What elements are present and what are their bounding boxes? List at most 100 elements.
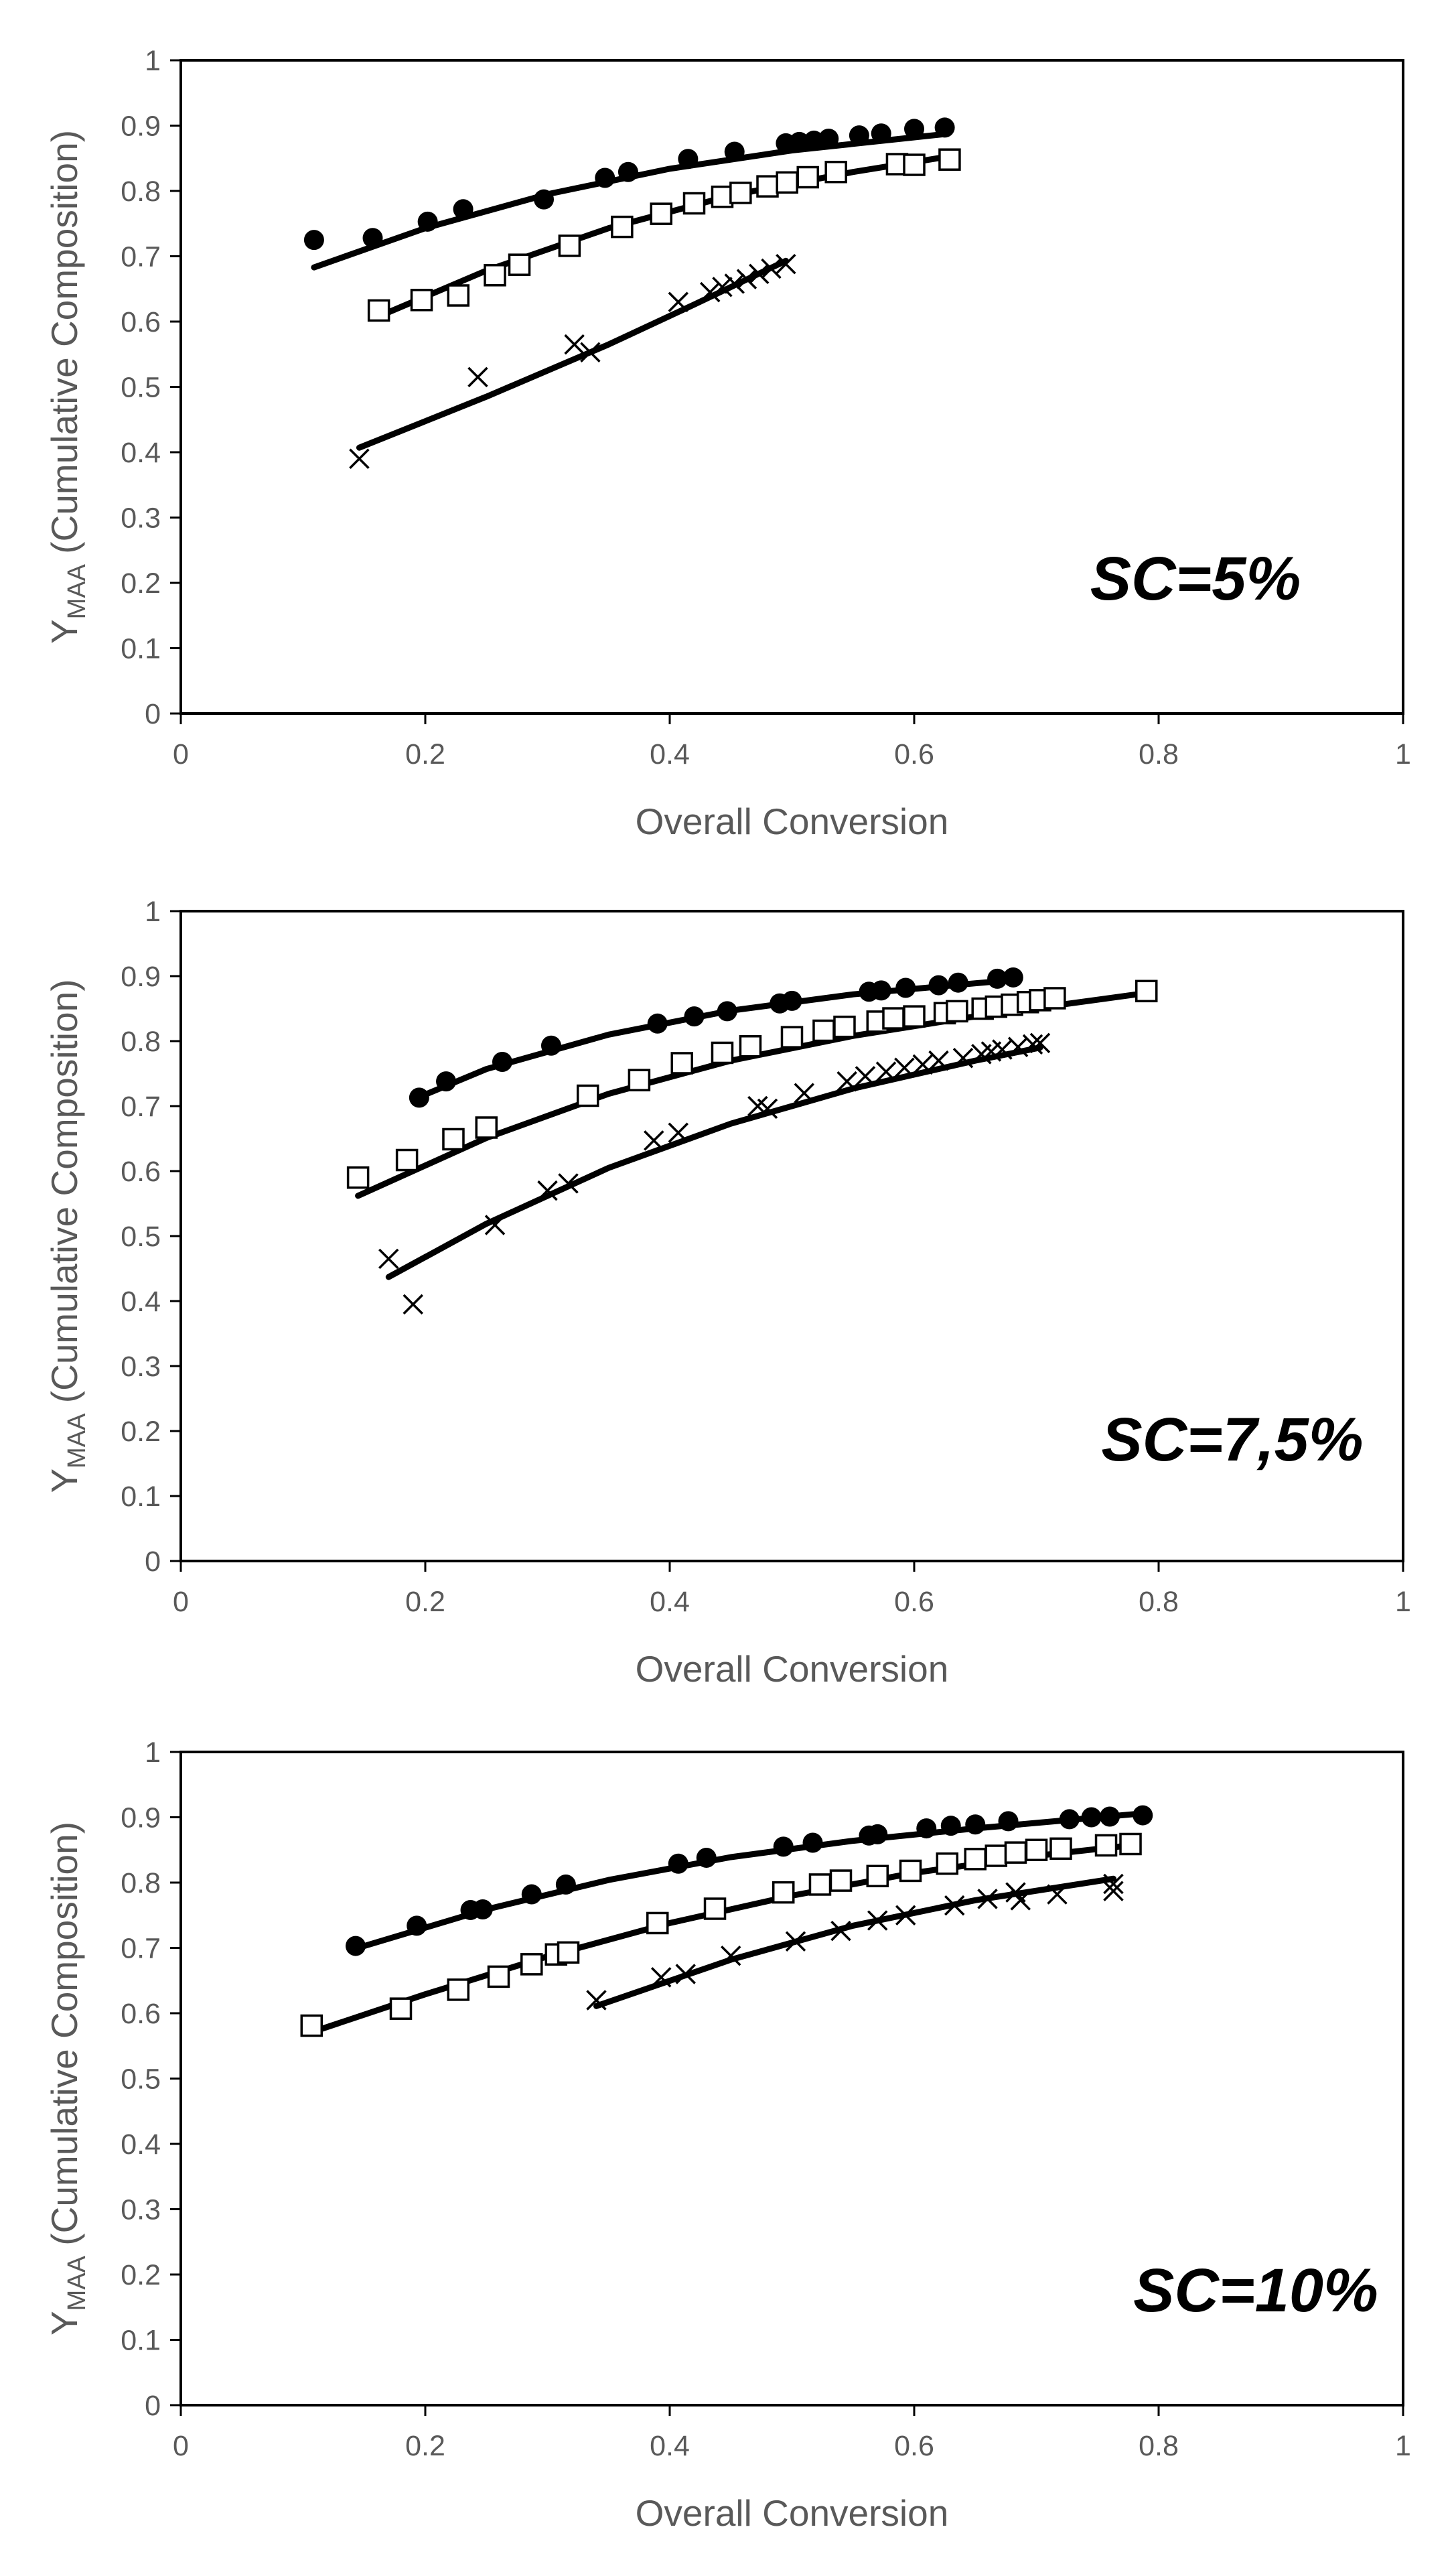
- data-point-square: [711, 1041, 734, 1065]
- data-point-square: [442, 1128, 465, 1151]
- y-tick-label: 0.3: [121, 1351, 161, 1383]
- y-tick-label: 0.8: [121, 176, 161, 208]
- data-point-square: [646, 1911, 669, 1935]
- data-point-square: [829, 1869, 853, 1892]
- x-tick-label: 0.2: [405, 1586, 445, 1618]
- data-point-x: [761, 258, 782, 279]
- x-axis-title: Overall Conversion: [636, 2492, 949, 2534]
- data-point-square: [756, 175, 779, 198]
- data-point-x: [668, 291, 689, 312]
- data-point-x: [1010, 1890, 1031, 1911]
- data-point-circle: [453, 199, 474, 220]
- data-point-x: [721, 1945, 741, 1966]
- data-point-circle: [1133, 1805, 1153, 1826]
- data-point-square: [1004, 1841, 1027, 1864]
- data-point-square: [557, 1941, 580, 1964]
- y-tick-label: 0: [145, 2390, 161, 2422]
- data-point-circle: [1003, 967, 1023, 988]
- data-point-square: [475, 1116, 498, 1139]
- data-point-circle: [965, 1814, 986, 1835]
- data-point-circle: [1059, 1809, 1080, 1830]
- data-point-square: [395, 1148, 419, 1172]
- y-tick-label: 0.4: [121, 437, 161, 469]
- data-point-x: [378, 1248, 399, 1270]
- data-point-square: [780, 1026, 804, 1048]
- data-point-square: [964, 1848, 987, 1871]
- data-point-circle: [871, 980, 891, 1001]
- panel-annotation: SC=7,5%: [1101, 1406, 1363, 1474]
- x-tick-label: 0.6: [894, 738, 934, 770]
- x-tick-label: 0.4: [650, 1586, 690, 1618]
- y-axis-title-rest: (Cumulative Composition): [44, 1822, 85, 2256]
- data-point-circle: [668, 1853, 688, 1874]
- fit-line-series-1: [410, 977, 1017, 1103]
- data-point-x: [724, 273, 745, 294]
- data-point-x: [580, 342, 601, 363]
- y-tick-label: 0.2: [121, 2259, 161, 2291]
- data-point-x: [830, 1920, 851, 1942]
- data-point-circle: [595, 167, 615, 188]
- y-axis-title-subscript: MAA: [63, 563, 91, 619]
- data-point-x: [794, 1083, 814, 1103]
- chart-panel-1: 0 0.1 0.2 0.3 0.4 0.5 0.6 0.7 0.8 0.9 1 0 0.2 0.4 0.6 0…: [44, 45, 1411, 842]
- data-point-x: [785, 1931, 806, 1952]
- data-point-square: [447, 1978, 470, 2001]
- data-point-circle: [987, 968, 1008, 989]
- data-point-square: [772, 1881, 795, 1904]
- fit-line-series-1: [311, 131, 948, 271]
- data-point-circle: [1100, 1806, 1120, 1827]
- x-tick-label: 0: [173, 2430, 189, 2462]
- y-tick-label: 0.4: [121, 1286, 161, 1318]
- data-point-circle: [804, 130, 824, 151]
- data-point-x: [1022, 1034, 1043, 1055]
- data-point-square: [1119, 1832, 1142, 1856]
- data-point-square: [650, 202, 672, 225]
- data-point-x: [712, 277, 733, 297]
- x-tick-label: 0.8: [1139, 2430, 1179, 2462]
- data-point-circle: [773, 1836, 794, 1857]
- data-point-x: [668, 1122, 689, 1144]
- y-tick-label: 0.4: [121, 2128, 161, 2161]
- data-point-square: [903, 1005, 926, 1028]
- x-tick-label: 1: [1395, 2430, 1411, 2462]
- y-axis-title: YMAA (Cumulative Composition): [44, 1822, 91, 2335]
- data-point-circle: [555, 1874, 576, 1895]
- y-tick-label: 0.5: [121, 1221, 161, 1253]
- y-tick-label: 0.3: [121, 2194, 161, 2226]
- y-axis-title-subscript: MAA: [63, 2255, 91, 2311]
- y-tick-label: 0.1: [121, 633, 161, 665]
- fit-line-series-1: [352, 1810, 1146, 1952]
- data-point-square: [1043, 987, 1066, 1010]
- data-point-circle: [940, 1816, 961, 1836]
- data-point-circle: [998, 1811, 1019, 1832]
- data-point-circle: [436, 1071, 457, 1092]
- data-point-square: [1094, 1834, 1118, 1857]
- plot-area-frame: [179, 59, 1404, 715]
- x-tick-label: 0.6: [894, 1586, 934, 1618]
- y-tick-label: 0: [145, 1546, 161, 1578]
- y-tick-label: 0.7: [121, 241, 161, 273]
- data-point-x: [699, 281, 721, 303]
- y-tick-label: 0.6: [121, 1998, 161, 2030]
- x-tick-label: 0.8: [1139, 738, 1179, 770]
- data-point-square: [796, 165, 819, 189]
- data-point-circle: [895, 977, 916, 998]
- data-point-circle: [540, 1035, 561, 1056]
- y-axis-title-rest: (Cumulative Composition): [44, 130, 85, 564]
- y-tick-label: 0.6: [121, 306, 161, 338]
- data-point-circle: [782, 990, 802, 1011]
- data-point-square: [882, 1007, 905, 1030]
- data-point-x: [977, 1889, 998, 1909]
- y-axis-title-main: Y: [44, 619, 85, 644]
- fit-line-series-2: [355, 990, 1150, 1199]
- y-axis-title-main: Y: [44, 1469, 85, 1493]
- y-tick-label: 0.5: [121, 372, 161, 404]
- y-tick-label: 0.3: [121, 502, 161, 535]
- data-point-x: [776, 253, 796, 275]
- data-point-x: [895, 1905, 916, 1925]
- data-point-square: [936, 1852, 959, 1875]
- y-axis-title: YMAA (Cumulative Composition): [44, 130, 91, 644]
- data-point-square: [508, 253, 531, 276]
- data-point-square: [611, 215, 634, 239]
- data-point-circle: [647, 1013, 668, 1034]
